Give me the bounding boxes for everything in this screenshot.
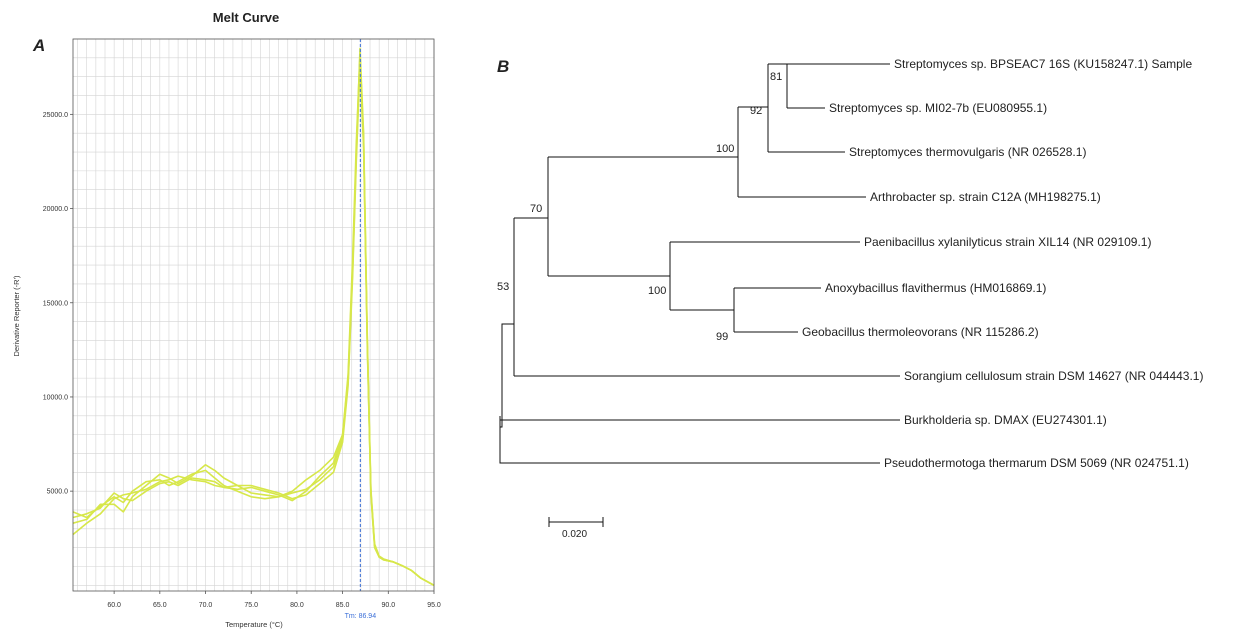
tm-marker-label: Tm: 86.94 bbox=[345, 613, 377, 620]
taxon-label: Sorangium cellulosum strain DSM 14627 (N… bbox=[904, 369, 1203, 383]
bootstrap-label: 81 bbox=[770, 71, 782, 83]
x-axis-label: Temperature (°C) bbox=[225, 620, 283, 629]
taxon-label: Streptomyces thermovulgaris (NR 026528.1… bbox=[849, 145, 1086, 159]
bootstrap-values: 81 92 100 70 100 99 53 bbox=[497, 71, 782, 343]
y-tick-label: 5000.0 bbox=[47, 489, 69, 496]
bootstrap-label: 99 bbox=[716, 331, 728, 343]
bootstrap-label: 70 bbox=[530, 203, 542, 215]
y-tick-label: 10000.0 bbox=[43, 394, 68, 401]
scale-bar bbox=[548, 517, 604, 527]
x-tick-label: 95.0 bbox=[427, 602, 441, 609]
melt-curve-chart: Melt Curve Derivative Reporter (-R') Tem… bbox=[12, 10, 441, 629]
y-tick-label: 15000.0 bbox=[43, 300, 68, 307]
melt-series-line bbox=[72, 64, 435, 587]
scale-bar-label: 0.020 bbox=[562, 529, 587, 540]
taxon-labels: Streptomyces sp. BPSEAC7 16S (KU158247.1… bbox=[802, 57, 1203, 470]
branch-53-stem bbox=[500, 323, 514, 428]
taxon-label: Geobacillus thermoleovorans (NR 115286.2… bbox=[802, 325, 1039, 339]
taxon-label: Streptomyces sp. MI02-7b (EU080955.1) bbox=[829, 101, 1047, 115]
taxon-label: Paenibacillus xylanilyticus strain XIL14… bbox=[864, 235, 1151, 249]
taxon-label: Pseudothermotoga thermarum DSM 5069 (NR … bbox=[884, 456, 1189, 470]
chart-title: Melt Curve bbox=[213, 10, 279, 25]
bootstrap-label: 100 bbox=[648, 285, 666, 297]
x-tick-label: 65.0 bbox=[153, 602, 167, 609]
x-tick-label: 60.0 bbox=[107, 602, 121, 609]
taxon-label: Anoxybacillus flavithermus (HM016869.1) bbox=[825, 281, 1046, 295]
x-tick-label: 70.0 bbox=[199, 602, 213, 609]
panel-b-letter: B bbox=[497, 57, 510, 76]
panel-a-letter: A bbox=[33, 36, 46, 55]
plot-frame bbox=[72, 38, 435, 592]
scale-bar-line bbox=[548, 517, 604, 527]
bootstrap-label: 100 bbox=[716, 143, 734, 155]
x-tick-label: 90.0 bbox=[381, 602, 395, 609]
y-axis-label: Derivative Reporter (-R') bbox=[12, 275, 21, 357]
x-tick-label: 80.0 bbox=[290, 602, 304, 609]
phylogenetic-tree: Streptomyces sp. BPSEAC7 16S (KU158247.1… bbox=[497, 57, 1203, 540]
y-tick-label: 20000.0 bbox=[43, 206, 68, 213]
bootstrap-label: 92 bbox=[750, 105, 762, 117]
taxon-label: Streptomyces sp. BPSEAC7 16S (KU158247.1… bbox=[894, 57, 1192, 71]
taxon-label: Burkholderia sp. DMAX (EU274301.1) bbox=[904, 413, 1107, 427]
x-tick-label: 85.0 bbox=[336, 602, 350, 609]
bootstrap-label: 53 bbox=[497, 281, 509, 293]
branch-root-to-53 bbox=[499, 440, 502, 464]
tree-branches bbox=[499, 63, 900, 464]
y-tick-label: 25000.0 bbox=[43, 112, 68, 119]
axis-ticks: 60.0 65.0 70.0 75.0 80.0 85.0 90.0 95.0 5000.0 10… bbox=[43, 112, 441, 609]
taxon-label: Arthrobacter sp. strain C12A (MH198275.1… bbox=[870, 190, 1101, 204]
x-tick-label: 75.0 bbox=[244, 602, 258, 609]
grid bbox=[73, 38, 435, 591]
series-lines bbox=[72, 47, 435, 587]
